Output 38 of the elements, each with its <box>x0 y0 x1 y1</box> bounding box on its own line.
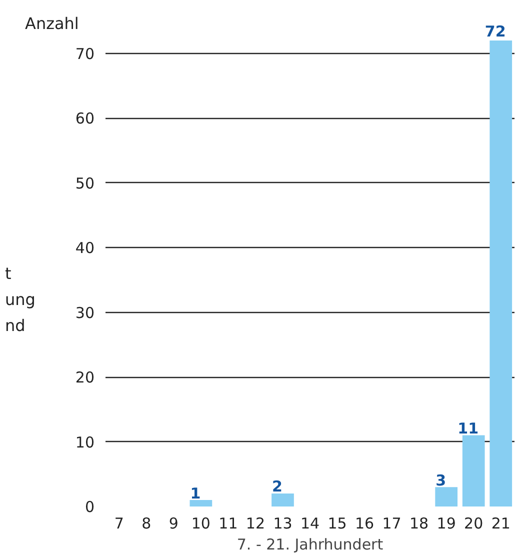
y-tick-label: 20 <box>75 368 95 387</box>
bar <box>462 435 485 506</box>
y-tick-label: 50 <box>75 174 95 192</box>
x-axis-title: 7. - 21. Jahrhundert <box>236 536 384 554</box>
x-tick-label: 20 <box>464 514 484 532</box>
text: t <box>5 263 12 285</box>
y-axis-title: Anzahl <box>25 13 79 35</box>
bar <box>190 500 212 506</box>
y-tick-label: 0 <box>84 498 95 516</box>
x-tick-label: 10 <box>191 514 210 532</box>
text: ung <box>5 289 36 311</box>
x-tick-label: 21 <box>491 514 510 532</box>
text: nd <box>5 315 26 337</box>
x-tick-label: 14 <box>300 514 320 532</box>
bar <box>490 40 512 506</box>
data-label: 72 <box>484 22 506 43</box>
x-tick-label: 12 <box>246 514 266 532</box>
x-tick-label: 16 <box>354 514 374 532</box>
x-tick-label: 15 <box>328 514 347 532</box>
x-tick-label: 18 <box>410 514 429 532</box>
x-tick-label: 19 <box>436 514 456 532</box>
bar <box>272 494 294 506</box>
x-tick-label: 17 <box>382 514 402 532</box>
data-label: 2 <box>272 476 282 498</box>
data-label: 3 <box>436 470 446 492</box>
y-tick-label: 30 <box>75 304 95 322</box>
x-tick-label: 7 <box>114 514 124 532</box>
bar <box>435 487 458 506</box>
data-label: 11 <box>458 418 479 440</box>
y-tick-label: 60 <box>75 110 95 128</box>
y-tick-label: 40 <box>75 239 95 258</box>
x-tick-label: 11 <box>218 514 238 532</box>
y-tick-label: 70 <box>75 44 95 63</box>
x-tick-label: 8 <box>142 514 152 532</box>
x-tick-label: 9 <box>168 514 178 532</box>
y-tick-label: 10 <box>75 433 95 452</box>
x-tick-label: 13 <box>273 514 292 532</box>
data-label: 1 <box>190 483 201 504</box>
